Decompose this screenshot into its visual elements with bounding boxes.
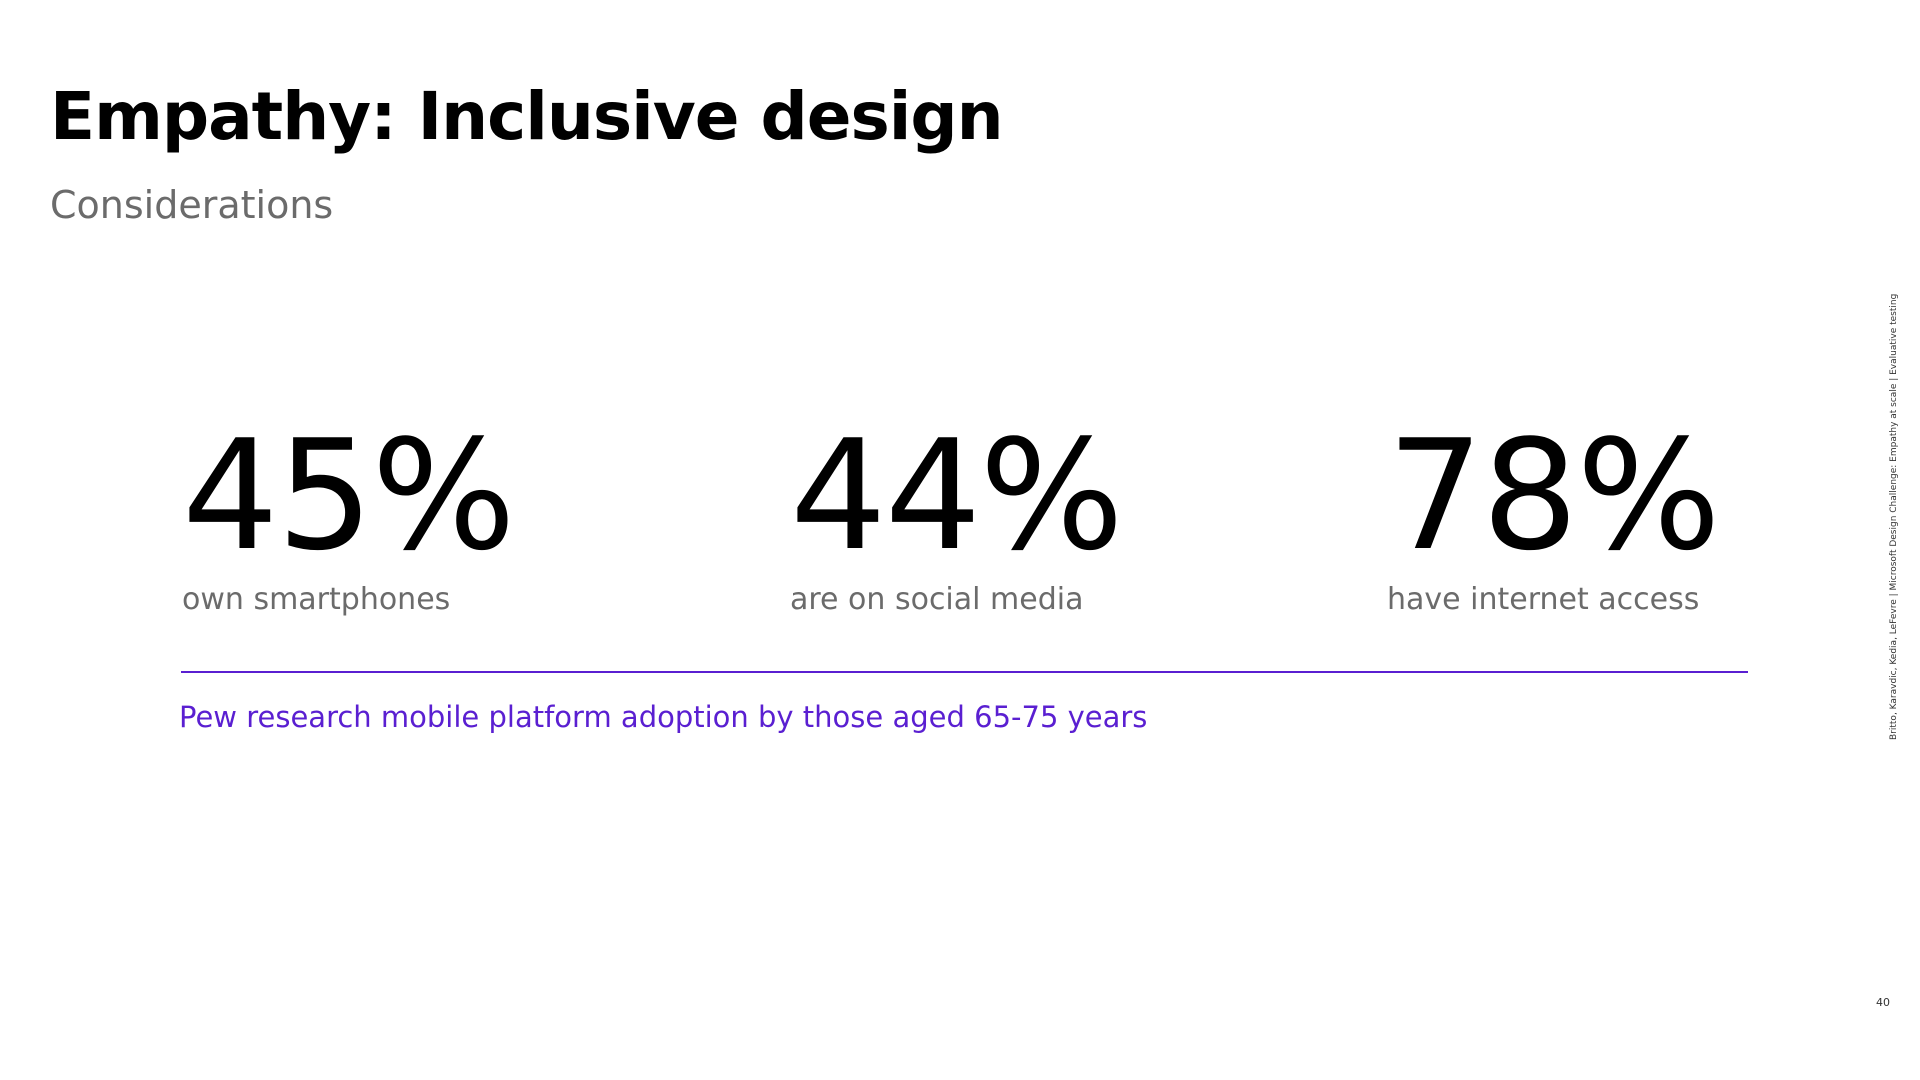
stat-label: have internet access [1387, 582, 1700, 617]
stat-internet-access: 78% have internet access [1387, 407, 1721, 618]
page-number: 40 [1876, 996, 1890, 1009]
stat-label: own smartphones [182, 582, 451, 617]
slide-title: Empathy: Inclusive design [50, 78, 1004, 155]
slide-subtitle: Considerations [50, 183, 334, 227]
stat-smartphones: 45% own smartphones [182, 407, 516, 618]
stat-value: 45% [182, 407, 516, 584]
source-caption: Pew research mobile platform adoption by… [179, 700, 1148, 734]
stat-social-media: 44% are on social media [790, 407, 1124, 618]
stat-value: 78% [1387, 407, 1721, 584]
stat-value: 44% [790, 407, 1124, 584]
stat-label: are on social media [790, 582, 1084, 617]
footer-credit: Britto, Karavdic, Kedia, LeFevre | Micro… [1889, 293, 1899, 740]
divider-line [181, 671, 1748, 673]
